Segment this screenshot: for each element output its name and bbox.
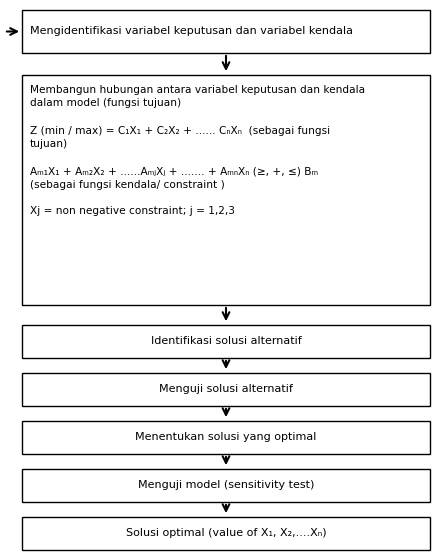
FancyBboxPatch shape — [22, 373, 430, 406]
Text: Mengidentifikasi variabel keputusan dan variabel kendala: Mengidentifikasi variabel keputusan dan … — [30, 27, 353, 36]
Text: Xj = non negative constraint; j = 1,2,3: Xj = non negative constraint; j = 1,2,3 — [30, 206, 235, 217]
Text: tujuan): tujuan) — [30, 139, 68, 149]
FancyBboxPatch shape — [22, 325, 430, 358]
Text: Identifikasi solusi alternatif: Identifikasi solusi alternatif — [151, 336, 301, 347]
Text: Membangun hubungan antara variabel keputusan dan kendala: Membangun hubungan antara variabel keput… — [30, 85, 365, 95]
Text: Z (min / max) = C₁X₁ + C₂X₂ + ...... CₙXₙ  (sebagai fungsi: Z (min / max) = C₁X₁ + C₂X₂ + ...... CₙX… — [30, 126, 330, 135]
Text: (sebagai fungsi kendala/ constraint ): (sebagai fungsi kendala/ constraint ) — [30, 180, 225, 190]
FancyBboxPatch shape — [22, 517, 430, 550]
FancyBboxPatch shape — [22, 75, 430, 305]
Text: dalam model (fungsi tujuan): dalam model (fungsi tujuan) — [30, 98, 181, 108]
Text: Menentukan solusi yang optimal: Menentukan solusi yang optimal — [135, 432, 317, 442]
FancyBboxPatch shape — [22, 469, 430, 502]
FancyBboxPatch shape — [22, 421, 430, 454]
Text: Solusi optimal (value of X₁, X₂,....Xₙ): Solusi optimal (value of X₁, X₂,....Xₙ) — [126, 529, 326, 539]
Text: Aₘ₁X₁ + Aₘ₂X₂ + ......AₘⱼXⱼ + ....... + AₘₙXₙ (≥, +, ≤) Bₘ: Aₘ₁X₁ + Aₘ₂X₂ + ......AₘⱼXⱼ + ....... + … — [30, 166, 318, 176]
FancyBboxPatch shape — [22, 10, 430, 53]
Text: Menguji model (sensitivity test): Menguji model (sensitivity test) — [138, 481, 314, 491]
Text: Menguji solusi alternatif: Menguji solusi alternatif — [159, 384, 293, 394]
